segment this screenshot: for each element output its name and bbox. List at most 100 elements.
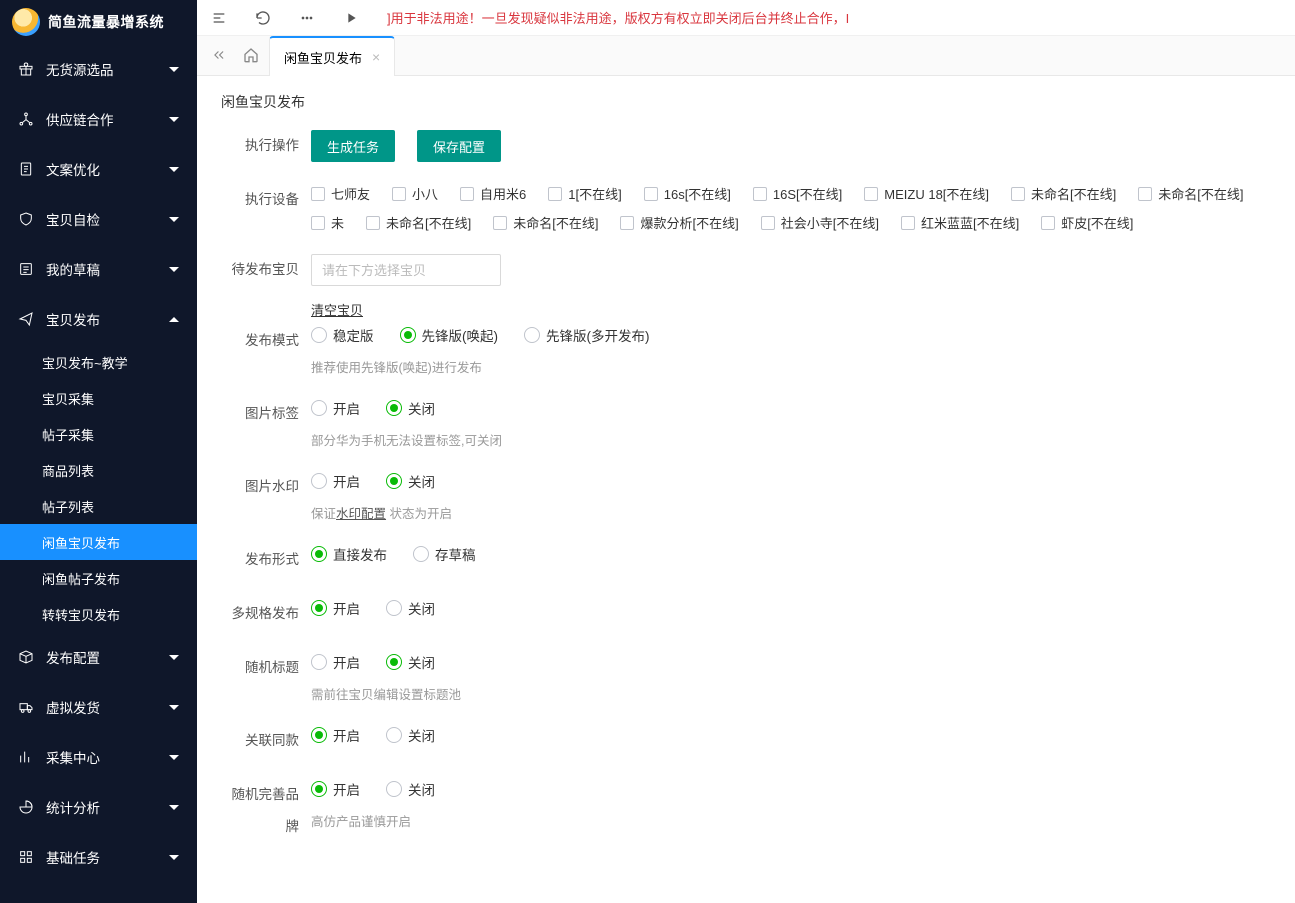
row-mode-option-0[interactable]: 稳定版 xyxy=(311,325,374,345)
tab-current[interactable]: 闲鱼宝贝发布 × xyxy=(269,36,395,76)
device-checkbox-8[interactable]: 未命名[不在线] xyxy=(1138,184,1243,203)
row-mode: 发布模式稳定版先锋版(唤起)先锋版(多开发布)推荐使用先锋版(唤起)进行发布 xyxy=(221,325,1271,376)
row-mode-label: 发布模式 xyxy=(221,325,311,357)
clear-pending-link[interactable]: 清空宝贝 xyxy=(311,300,363,319)
checkbox-icon xyxy=(1041,216,1055,230)
device-checkbox-11[interactable]: 未命名[不在线] xyxy=(493,213,598,232)
row-link-same-option-1[interactable]: 关闭 xyxy=(386,725,435,745)
radio-label: 关闭 xyxy=(408,471,435,491)
device-checkbox-1[interactable]: 小八 xyxy=(392,184,438,203)
sidebar-sub-5-3[interactable]: 商品列表 xyxy=(0,452,197,488)
row-link-same-option-0[interactable]: 开启 xyxy=(311,725,360,745)
device-checkbox-7[interactable]: 未命名[不在线] xyxy=(1011,184,1116,203)
sidebar-item-9[interactable]: 统计分析 xyxy=(0,782,197,832)
grid-icon xyxy=(18,849,34,865)
device-checkbox-15[interactable]: 虾皮[不在线] xyxy=(1041,213,1133,232)
page: 闲鱼宝贝发布 执行操作 生成任务 保存配置 执行设备 七师友小八自用米61[不在… xyxy=(197,76,1295,903)
sidebar-sub-5-0[interactable]: 宝贝发布~教学 xyxy=(0,344,197,380)
row-rand-brand-hint: 高仿产品谨慎开启 xyxy=(311,811,411,830)
sidebar-item-label: 我的草稿 xyxy=(46,259,100,279)
row-rand-title-option-0[interactable]: 开启 xyxy=(311,652,360,672)
sidebar-item-label: 文案优化 xyxy=(46,159,100,179)
row-pub-type-option-1[interactable]: 存草稿 xyxy=(413,544,476,564)
device-label: MEIZU 18[不在线] xyxy=(884,184,989,203)
sidebar-item-7[interactable]: 虚拟发货 xyxy=(0,682,197,732)
tab-close-icon[interactable]: × xyxy=(372,49,380,65)
radio-label: 开启 xyxy=(333,598,360,618)
radio-label: 稳定版 xyxy=(333,325,374,345)
chevron-icon xyxy=(169,117,179,122)
sidebar-item-8[interactable]: 采集中心 xyxy=(0,732,197,782)
row-rand-title-option-1[interactable]: 关闭 xyxy=(386,652,435,672)
sidebar-item-6[interactable]: 发布配置 xyxy=(0,632,197,682)
checkbox-icon xyxy=(311,216,325,230)
row-multi-spec-label: 多规格发布 xyxy=(221,598,311,630)
box-icon xyxy=(18,649,34,665)
sidebar-item-2[interactable]: 文案优化 xyxy=(0,144,197,194)
device-checkbox-3[interactable]: 1[不在线] xyxy=(548,184,621,203)
device-checkbox-4[interactable]: 16s[不在线] xyxy=(644,184,731,203)
device-checkbox-13[interactable]: 社会小寺[不在线] xyxy=(761,213,879,232)
device-checkbox-9[interactable]: 未 xyxy=(311,213,344,232)
device-label: 16s[不在线] xyxy=(664,184,731,203)
device-label: 1[不在线] xyxy=(568,184,621,203)
tabs-back-icon[interactable] xyxy=(205,35,233,75)
sidebar-item-0[interactable]: 无货源选品 xyxy=(0,44,197,94)
row-rand-brand-option-0[interactable]: 开启 xyxy=(311,779,360,799)
sidebar-sub-5-7[interactable]: 转转宝贝发布 xyxy=(0,596,197,632)
row-pub-type: 发布形式直接发布存草稿 xyxy=(221,544,1271,576)
row-rand-brand-option-1[interactable]: 关闭 xyxy=(386,779,435,799)
device-label: 红米蓝蓝[不在线] xyxy=(921,213,1019,232)
pending-input[interactable] xyxy=(311,254,501,286)
row-rand-brand-label: 随机完善品牌 xyxy=(221,779,311,843)
row-multi-spec-option-0[interactable]: 开启 xyxy=(311,598,360,618)
tabs-home-icon[interactable] xyxy=(233,35,269,75)
row-watermark-option-1[interactable]: 关闭 xyxy=(386,471,435,491)
menu-toggle-icon[interactable] xyxy=(211,10,227,26)
label-devices: 执行设备 xyxy=(221,184,311,216)
device-checkbox-12[interactable]: 爆款分析[不在线] xyxy=(620,213,738,232)
sidebar-sub-5-5[interactable]: 闲鱼宝贝发布 xyxy=(0,524,197,560)
sidebar-sub-5-1[interactable]: 宝贝采集 xyxy=(0,380,197,416)
row-mode-option-1[interactable]: 先锋版(唤起) xyxy=(400,325,499,345)
radio-icon xyxy=(386,473,402,489)
radio-label: 开启 xyxy=(333,398,360,418)
sidebar-item-5[interactable]: 宝贝发布 xyxy=(0,294,197,344)
device-checkbox-2[interactable]: 自用米6 xyxy=(460,184,526,203)
sidebar-sub-5-2[interactable]: 帖子采集 xyxy=(0,416,197,452)
radio-label: 开启 xyxy=(333,725,360,745)
device-checkbox-14[interactable]: 红米蓝蓝[不在线] xyxy=(901,213,1019,232)
checkbox-icon xyxy=(548,187,562,201)
brand-title: 简鱼流量暴增系统 xyxy=(48,12,164,32)
device-label: 七师友 xyxy=(331,184,370,203)
chat-icon[interactable] xyxy=(299,10,315,26)
device-checkbox-10[interactable]: 未命名[不在线] xyxy=(366,213,471,232)
sidebar-item-3[interactable]: 宝贝自检 xyxy=(0,194,197,244)
row-img-tag-option-1[interactable]: 关闭 xyxy=(386,398,435,418)
chevron-icon xyxy=(169,655,179,660)
generate-task-button[interactable]: 生成任务 xyxy=(311,130,395,162)
save-config-button[interactable]: 保存配置 xyxy=(417,130,501,162)
play-icon[interactable] xyxy=(343,10,359,26)
refresh-icon[interactable] xyxy=(255,10,271,26)
nav: 无货源选品供应链合作文案优化宝贝自检我的草稿宝贝发布宝贝发布~教学宝贝采集帖子采… xyxy=(0,44,197,903)
watermark-config-link[interactable]: 水印配置 xyxy=(336,507,386,521)
graph-icon xyxy=(18,749,34,765)
row-mode-option-2[interactable]: 先锋版(多开发布) xyxy=(524,325,650,345)
row-watermark-option-0[interactable]: 开启 xyxy=(311,471,360,491)
label-pending: 待发布宝贝 xyxy=(221,254,311,286)
sidebar-sub-5-6[interactable]: 闲鱼帖子发布 xyxy=(0,560,197,596)
sidebar-item-10[interactable]: 基础任务 xyxy=(0,832,197,882)
device-checkbox-6[interactable]: MEIZU 18[不在线] xyxy=(864,184,989,203)
device-checkbox-5[interactable]: 16S[不在线] xyxy=(753,184,842,203)
row-multi-spec-option-1[interactable]: 关闭 xyxy=(386,598,435,618)
device-checkbox-0[interactable]: 七师友 xyxy=(311,184,370,203)
row-pub-type-option-0[interactable]: 直接发布 xyxy=(311,544,387,564)
radio-label: 先锋版(唤起) xyxy=(422,325,499,345)
sidebar-item-1[interactable]: 供应链合作 xyxy=(0,94,197,144)
sidebar: 简鱼流量暴增系统 无货源选品供应链合作文案优化宝贝自检我的草稿宝贝发布宝贝发布~… xyxy=(0,0,197,903)
row-img-tag-option-0[interactable]: 开启 xyxy=(311,398,360,418)
sidebar-item-4[interactable]: 我的草稿 xyxy=(0,244,197,294)
radio-icon xyxy=(386,600,402,616)
sidebar-sub-5-4[interactable]: 帖子列表 xyxy=(0,488,197,524)
